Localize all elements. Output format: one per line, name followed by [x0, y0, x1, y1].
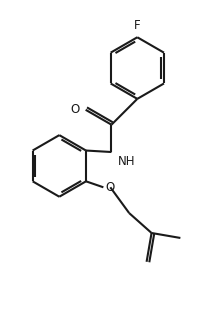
Text: NH: NH [117, 154, 135, 167]
Text: F: F [134, 19, 141, 32]
Text: O: O [106, 181, 115, 194]
Text: O: O [71, 103, 80, 116]
